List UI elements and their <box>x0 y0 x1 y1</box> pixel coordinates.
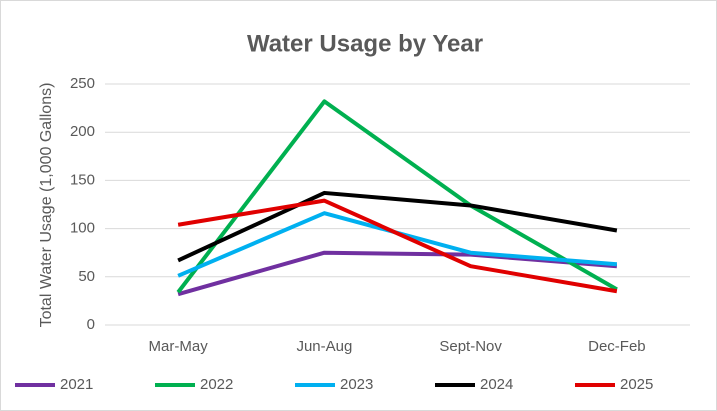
x-tick-label: Sept-Nov <box>439 338 502 355</box>
chart-title: Water Usage by Year <box>247 30 483 57</box>
series-line <box>176 99 618 294</box>
legend-label: 2021 <box>60 376 93 393</box>
x-tick-label: Mar-May <box>149 338 209 355</box>
legend-label: 2022 <box>200 376 233 393</box>
legend-label: 2024 <box>480 376 513 393</box>
series-line <box>177 190 618 263</box>
x-tick-label: Jun-Aug <box>296 338 352 355</box>
series-line <box>177 198 618 294</box>
legend-label: 2023 <box>340 376 373 393</box>
y-tick-label: 50 <box>78 268 95 285</box>
legend-label: 2025 <box>620 376 653 393</box>
y-tick-label: 150 <box>70 171 95 188</box>
x-tick-label: Dec-Feb <box>588 338 646 355</box>
y-tick-label: 0 <box>87 316 95 333</box>
y-tick-label: 200 <box>70 123 95 140</box>
y-tick-label: 250 <box>70 75 95 92</box>
y-tick-label: 100 <box>70 220 95 237</box>
y-axis-label: Total Water Usage (1,000 Gallons) <box>38 83 55 328</box>
